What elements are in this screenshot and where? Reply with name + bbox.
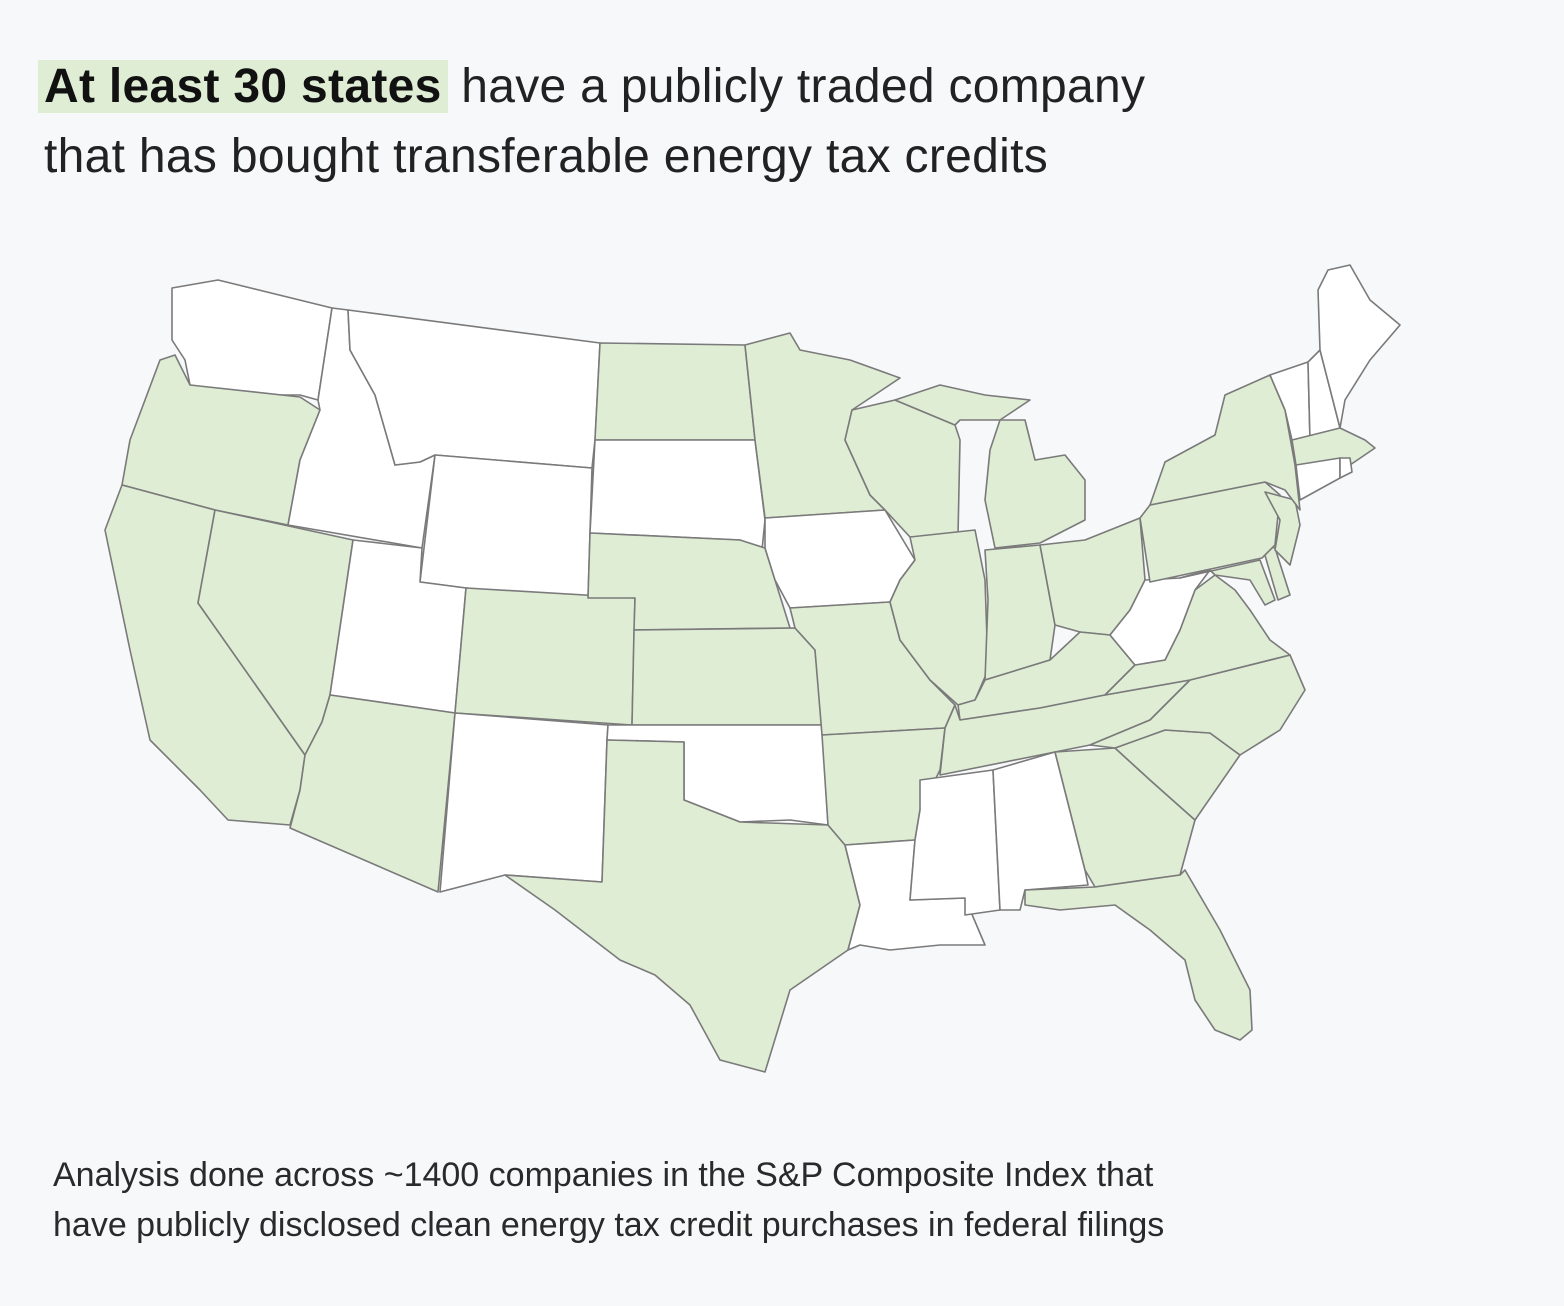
state	[1179, 559, 1276, 606]
state	[439, 712, 609, 893]
footnote-line: have publicly disclosed clean energy tax…	[53, 1206, 1165, 1244]
state	[1149, 374, 1301, 511]
state	[631, 627, 823, 726]
footnote: Analysis done across ~1400 companies in …	[53, 1150, 1164, 1250]
state	[594, 342, 756, 441]
title-highlight: At least 30 states	[38, 60, 448, 113]
state	[1295, 457, 1341, 501]
title-text: have a publicly traded company	[461, 60, 1146, 113]
state	[1317, 264, 1401, 429]
footnote-line: Analysis done across ~1400 companies in …	[53, 1156, 1154, 1194]
state	[909, 769, 1001, 916]
state	[889, 529, 989, 706]
title-line: At least 30 states have a publicly trade…	[38, 52, 1146, 122]
state	[454, 587, 636, 726]
state	[1109, 569, 1211, 666]
title-line: that has bought transferable energy tax …	[44, 130, 1049, 183]
state	[1089, 654, 1306, 756]
state	[894, 384, 1031, 426]
state	[419, 454, 593, 599]
state	[171, 279, 333, 401]
title: At least 30 states have a publicly trade…	[38, 52, 1146, 192]
state	[1339, 457, 1353, 479]
state	[1024, 869, 1253, 1041]
state	[984, 419, 1086, 549]
state	[764, 509, 916, 609]
state	[504, 739, 861, 1073]
